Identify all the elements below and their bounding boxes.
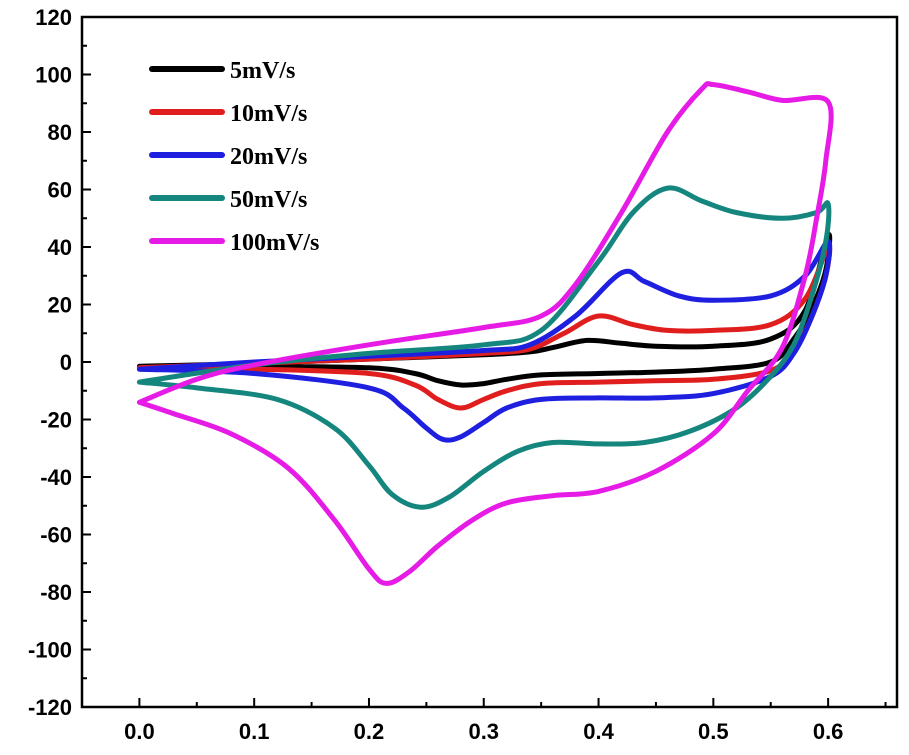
series-line-50mvs: [136, 185, 832, 510]
x-tick-label: 0.5: [698, 719, 729, 744]
legend-label: 50mV/s: [230, 187, 307, 213]
y-tick-label: 20: [48, 293, 72, 318]
y-tick-label: 0: [60, 350, 72, 375]
y-axis: 120 100 80 60 40 20 0 -20 -40 -60 -80 -100 -120: [28, 5, 91, 720]
legend-label: 20mV/s: [230, 144, 307, 170]
x-tick-label: 0.1: [239, 719, 270, 744]
legend: 5mV/s 10mV/s 20mV/s 50mV/s 100mV/s: [149, 58, 319, 256]
x-tick-label: 0.6: [813, 719, 844, 744]
y-tick-label: 80: [48, 120, 72, 145]
series-line-5mvs: [136, 232, 833, 388]
x-tick-label: 0.0: [124, 719, 155, 744]
legend-label: 10mV/s: [230, 101, 307, 127]
x-tick-label: 0.3: [468, 719, 499, 744]
legend-label: 5mV/s: [230, 58, 295, 84]
y-tick-label: -100: [28, 638, 72, 663]
y-tick-label: 100: [35, 63, 72, 88]
y-tick-label: 60: [48, 178, 72, 203]
y-tick-label: -60: [40, 523, 72, 548]
series-line-20mvs: [136, 238, 833, 443]
x-axis: 0.0 0.1 0.2 0.3 0.4 0.5 0.6: [124, 698, 887, 744]
y-tick-label: -120: [28, 695, 72, 720]
y-tick-label: 40: [48, 235, 72, 260]
series-line-100mvs: [136, 81, 834, 586]
y-tick-label: -40: [40, 465, 72, 490]
x-tick-label: 0.4: [583, 719, 614, 744]
series-lines: [136, 81, 834, 586]
y-tick-label: -20: [40, 408, 72, 433]
x-tick-label: 0.2: [354, 719, 385, 744]
y-tick-label: -80: [40, 580, 72, 605]
y-tick-label: 120: [35, 5, 72, 30]
legend-label: 100mV/s: [230, 230, 319, 256]
